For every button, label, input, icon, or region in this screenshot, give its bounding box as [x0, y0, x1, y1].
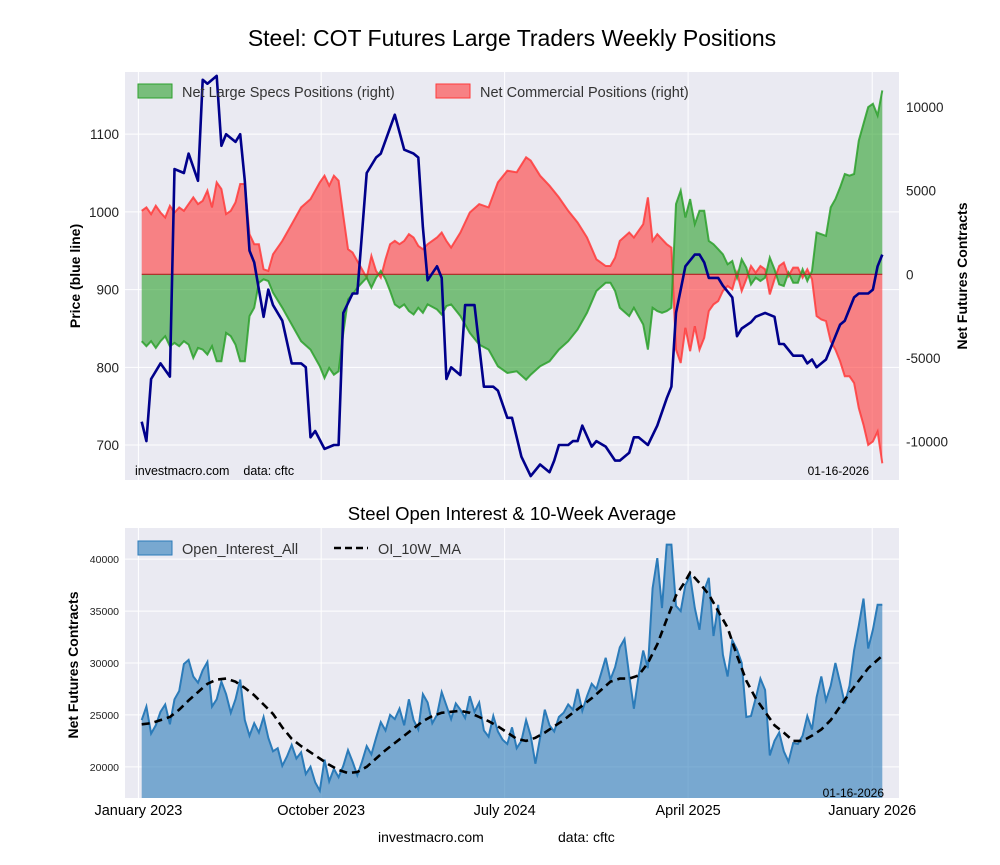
footer-data: data: cftc: [558, 829, 615, 845]
net-contracts-tick-label: -10000: [906, 435, 948, 450]
footer-source: investmacro.com: [378, 829, 484, 845]
open-interest-title: Steel Open Interest & 10-Week Average: [348, 503, 676, 524]
oi-tick-label: 30000: [90, 658, 119, 670]
date-tick-label: January 2023: [94, 803, 182, 819]
net-contracts-axis-label: Net Futures Contracts: [954, 202, 970, 349]
bottom-date-label: 01-16-2026: [823, 786, 885, 800]
oi-tick-label: 35000: [90, 606, 119, 618]
price-tick-label: 1100: [90, 127, 119, 142]
main-title: Steel: COT Futures Large Traders Weekly …: [248, 25, 776, 51]
open-interest-axis-label: Net Futures Contracts: [65, 591, 81, 738]
net-contracts-tick-label: 5000: [906, 184, 936, 199]
open-interest-series: [140, 543, 884, 798]
net-contracts-tick-label: 10000: [906, 100, 944, 115]
oi-tick-label: 25000: [90, 710, 119, 722]
price-tick-label: 1000: [89, 205, 119, 220]
net-large-specs-line: [140, 90, 884, 382]
price-axis-label: Price (blue line): [67, 224, 83, 328]
price-tick-label: 700: [96, 438, 119, 453]
top-watermark: investmacro.com data: cftc: [135, 464, 294, 478]
net-commercial-area: [141, 157, 883, 464]
legend-label-large-specs: Net Large Specs Positions (right): [182, 85, 395, 101]
legend-swatch-commercial: [435, 83, 471, 99]
oi-tick-label: 40000: [90, 554, 119, 566]
price-line: [140, 74, 884, 478]
positions-series: [140, 74, 884, 478]
net-large-specs-area: [141, 90, 883, 380]
legend-label-open-interest: Open_Interest_All: [182, 542, 298, 558]
date-tick-label: January 2026: [828, 803, 916, 819]
open-interest-line: [140, 543, 883, 794]
oi-10w-ma-line: [141, 570, 884, 775]
price-tick-label: 800: [96, 360, 119, 375]
top-date-label: 01-16-2026: [808, 464, 870, 478]
open-interest-area: [141, 544, 883, 798]
legend-label-oi-ma: OI_10W_MA: [378, 542, 461, 558]
price-tick-label: 900: [96, 283, 119, 298]
legend-swatch-open-interest: [137, 540, 173, 556]
price-axis-ticks: 700 800 900 1000 1100: [89, 127, 119, 453]
net-contracts-tick-label: 0: [906, 267, 914, 282]
oi-tick-label: 20000: [90, 762, 119, 774]
net-contracts-axis-ticks: -10000 -5000 0 5000 10000: [906, 100, 948, 449]
date-axis-ticks: January 2023 October 2023 July 2024 April 2…: [94, 803, 916, 819]
net-contracts-tick-label: -5000: [906, 351, 941, 366]
legend-label-commercial: Net Commercial Positions (right): [480, 85, 689, 101]
date-tick-label: October 2023: [277, 803, 365, 819]
date-tick-label: April 2025: [655, 803, 720, 819]
legend-swatch-large-specs: [137, 83, 173, 99]
open-interest-axis-ticks: 20000 25000 30000 35000 40000: [90, 554, 119, 774]
date-tick-label: July 2024: [474, 803, 536, 819]
